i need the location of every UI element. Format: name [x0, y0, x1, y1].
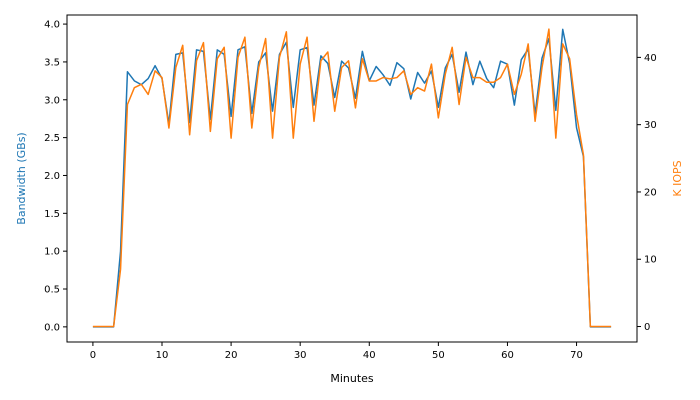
right-y-tick-label: 0 — [644, 322, 650, 333]
left-y-tick-label: 3.0 — [44, 95, 60, 106]
left-y-tick-label: 3.5 — [44, 57, 60, 68]
right-y-tick-label: 30 — [644, 120, 657, 131]
left-y-tick-label: 1.0 — [44, 247, 60, 258]
left-y-axis-label: Bandwidth (GBs) — [15, 132, 28, 224]
right-y-axis-label: K IOPS — [671, 160, 684, 196]
right-y-tick-label: 40 — [644, 53, 657, 64]
left-y-axis: 0.0 0.5 1.0 1.5 2.0 2.5 3.0 3.5 4.0 — [44, 20, 67, 333]
left-y-tick-label: 4.0 — [44, 20, 60, 31]
right-y-axis: 0 10 20 30 40 — [637, 53, 657, 333]
left-y-tick-label: 0.5 — [44, 285, 60, 296]
left-y-tick-label: 0.0 — [44, 322, 60, 333]
x-tick-label: 70 — [570, 350, 583, 361]
series-line-bandwidth — [92, 28, 612, 328]
right-y-tick-label: 10 — [644, 255, 657, 266]
x-axis: 0 10 20 30 40 50 60 70 — [90, 342, 583, 361]
right-y-tick-label: 20 — [644, 187, 657, 198]
x-tick-label: 40 — [363, 350, 376, 361]
x-tick-label: 50 — [432, 350, 445, 361]
x-tick-label: 60 — [501, 350, 514, 361]
left-y-tick-label: 1.5 — [44, 209, 60, 220]
left-y-tick-label: 2.0 — [44, 171, 60, 182]
plot-layer — [92, 28, 612, 328]
series-line-k-iops — [92, 28, 612, 328]
x-tick-label: 30 — [294, 350, 307, 361]
plot-frame — [66, 14, 638, 343]
x-tick-label: 20 — [225, 350, 238, 361]
x-tick-label: 0 — [90, 350, 96, 361]
x-axis-label: Minutes — [330, 372, 374, 385]
x-tick-label: 10 — [156, 350, 169, 361]
left-y-tick-label: 2.5 — [44, 133, 60, 144]
